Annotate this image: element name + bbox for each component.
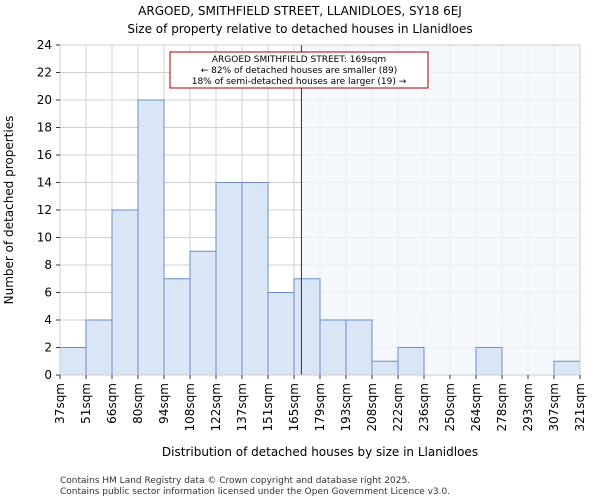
y-tick-label: 0 [44,368,52,382]
y-tick-label: 16 [37,148,52,162]
y-tick-label: 20 [37,93,52,107]
bar-51sqm [85,319,113,376]
bars-layer [59,99,581,376]
bar-80sqm [137,99,165,376]
bar-307sqm [553,360,581,376]
bar-94sqm [163,278,191,376]
bar-37sqm [59,347,87,376]
bar-108sqm [189,250,217,376]
y-tick-label: 22 [37,66,52,80]
x-tick-label: 108sqm [183,383,197,431]
footer-line1: Contains HM Land Registry data © Crown c… [60,476,410,486]
x-axis-label: Distribution of detached houses by size … [162,445,478,459]
x-tick-label: 307sqm [547,383,561,431]
x-tick-label: 250sqm [443,383,457,431]
x-tick-label: 321sqm [573,383,587,431]
x-tick-label: 165sqm [287,383,301,431]
bar-222sqm [397,347,425,376]
y-tick-label: 12 [37,203,52,217]
bar-208sqm [371,360,399,376]
bar-66sqm [111,209,139,376]
footer-line2: Contains public sector information licen… [60,487,450,497]
annotation-line3: 18% of semi-detached houses are larger (… [192,77,407,87]
chart-title: ARGOED, SMITHFIELD STREET, LLANIDLOES, S… [138,4,462,18]
x-axis-ticks: 37sqm 51sqm 66sqm 80sqm 94sqm 108sqm 122sqm 137… [53,375,587,431]
y-axis-label: Number of detached properties [2,116,16,305]
x-tick-label: 193sqm [339,383,353,431]
y-tick-label: 6 [44,286,52,300]
annotation-box: ARGOED SMITHFIELD STREET: 169sqm ← 82% o… [169,51,429,89]
bar-264sqm [475,347,503,376]
x-tick-label: 278sqm [495,383,509,431]
y-tick-label: 2 [44,341,52,355]
y-tick-label: 4 [44,313,52,327]
x-tick-label: 222sqm [391,383,405,431]
x-tick-label: 236sqm [417,383,431,431]
x-tick-label: 179sqm [313,383,327,431]
annotation-border [169,51,429,89]
x-tick-label: 94sqm [157,383,171,424]
annotation-line1: ARGOED SMITHFIELD STREET: 169sqm [212,55,386,65]
y-tick-label: 24 [37,38,52,52]
chart-subtitle: Size of property relative to detached ho… [127,22,472,36]
annotation-line2: ← 82% of detached houses are smaller (89… [201,66,398,76]
x-tick-label: 51sqm [79,383,93,424]
y-tick-label: 18 [37,121,52,135]
bar-122sqm [215,182,243,376]
bar-193sqm [345,319,373,376]
y-tick-label: 8 [44,258,52,272]
x-tick-label: 293sqm [521,383,535,431]
y-tick-label: 14 [37,176,52,190]
x-tick-label: 37sqm [53,383,67,424]
x-tick-label: 264sqm [469,383,483,431]
x-tick-label: 66sqm [105,383,119,424]
bar-165sqm [293,278,321,376]
x-tick-label: 208sqm [365,383,379,431]
bar-137sqm [241,182,269,376]
x-tick-label: 80sqm [131,383,145,424]
x-tick-label: 122sqm [209,383,223,431]
y-tick-label: 10 [37,231,52,245]
x-tick-label: 151sqm [261,383,275,431]
bar-151sqm [267,292,295,376]
bar-179sqm [319,319,347,376]
x-tick-label: 137sqm [235,383,249,431]
